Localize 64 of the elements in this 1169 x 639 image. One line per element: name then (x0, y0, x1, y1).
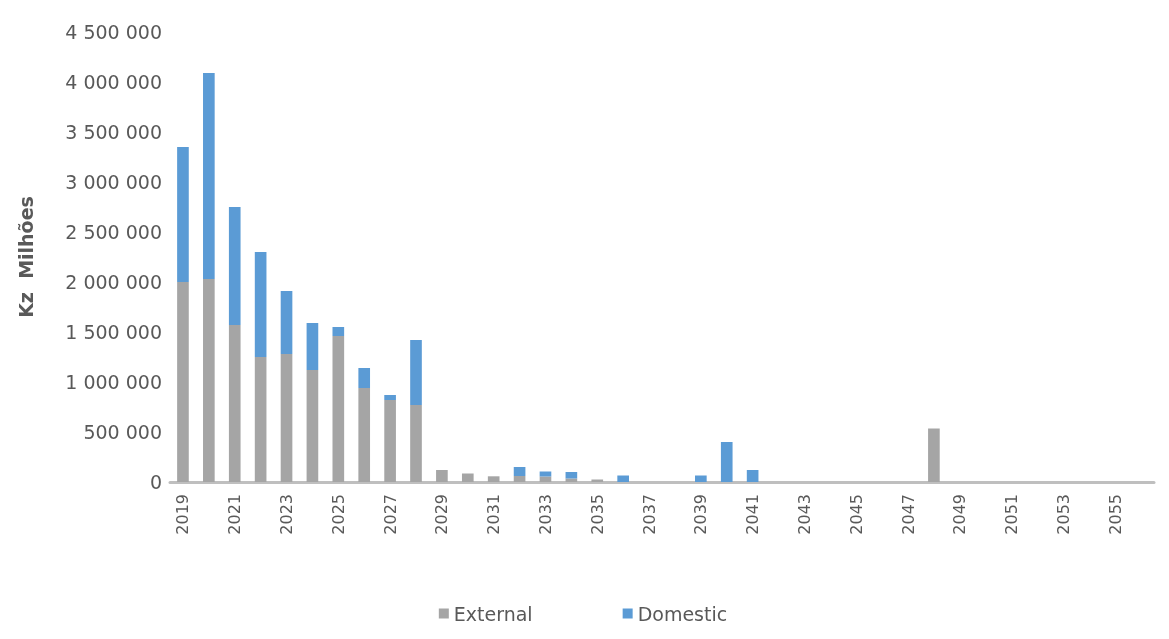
bar (746, 470, 759, 482)
y-tick-label: 3 000 000 (65, 171, 162, 193)
bar (280, 354, 293, 482)
y-tick-label: 4 000 000 (65, 71, 162, 93)
x-tick-label: 2037 (639, 494, 659, 535)
bar (384, 395, 396, 400)
bar (410, 405, 422, 482)
bar (177, 282, 189, 482)
y-tick-label: 1 000 000 (65, 371, 162, 393)
y-tick-label: 4 500 000 (65, 21, 162, 43)
bar (720, 442, 733, 482)
x-tick-label: 2023 (277, 494, 297, 535)
x-tick-label: 2019 (173, 494, 193, 535)
bar (384, 400, 396, 482)
x-tick-label: 2021 (225, 494, 245, 535)
bar (358, 388, 371, 482)
bar (928, 428, 940, 482)
bar (306, 323, 319, 370)
legend-label: External (453, 602, 533, 625)
bar (177, 147, 189, 282)
x-tick-label: 2025 (328, 494, 348, 535)
x-tick-label: 2027 (380, 494, 400, 535)
x-tick-label: 2039 (691, 494, 711, 535)
x-tick-label: 2055 (1105, 494, 1125, 535)
x-tick-label: 2049 (950, 494, 970, 535)
bar (565, 472, 578, 479)
x-tick-label: 2035 (587, 494, 607, 535)
bar (461, 473, 474, 482)
y-tick-label: 1 500 000 (65, 321, 162, 343)
x-tick-label: 2045 (846, 494, 866, 535)
bar (203, 73, 215, 279)
bar (332, 336, 345, 482)
bar (695, 475, 707, 482)
bar (254, 252, 267, 357)
bar (539, 471, 552, 477)
bar (436, 470, 448, 482)
bar (332, 327, 345, 336)
bar (306, 370, 319, 482)
bar (280, 291, 293, 354)
y-axis-title: Kz Milhões (14, 196, 37, 318)
bar (358, 368, 371, 388)
x-tick-label: 2043 (794, 494, 814, 535)
bar (203, 279, 215, 482)
bar (254, 357, 267, 482)
x-tick-label: 2051 (1002, 494, 1022, 535)
y-tick-label: 2 000 000 (65, 271, 162, 293)
x-tick-label: 2047 (898, 494, 918, 535)
bar (487, 476, 500, 482)
bar (513, 467, 526, 476)
x-tick-label: 2029 (432, 494, 452, 535)
x-tick-label: 2041 (743, 494, 763, 535)
y-tick-label: 500 000 (83, 421, 162, 443)
bar (513, 476, 526, 482)
bar (228, 325, 241, 482)
legend-label: Domestic (637, 602, 728, 625)
y-tick-label: 0 (149, 471, 162, 493)
y-tick-label: 3 500 000 (65, 121, 162, 143)
x-tick-label: 2053 (1053, 494, 1073, 535)
x-tick-label: 2031 (484, 494, 504, 535)
bar (617, 475, 629, 482)
x-tick-label: 2033 (535, 494, 555, 535)
bar (228, 207, 241, 325)
y-tick-label: 2 500 000 (65, 221, 162, 243)
bar (410, 340, 422, 405)
